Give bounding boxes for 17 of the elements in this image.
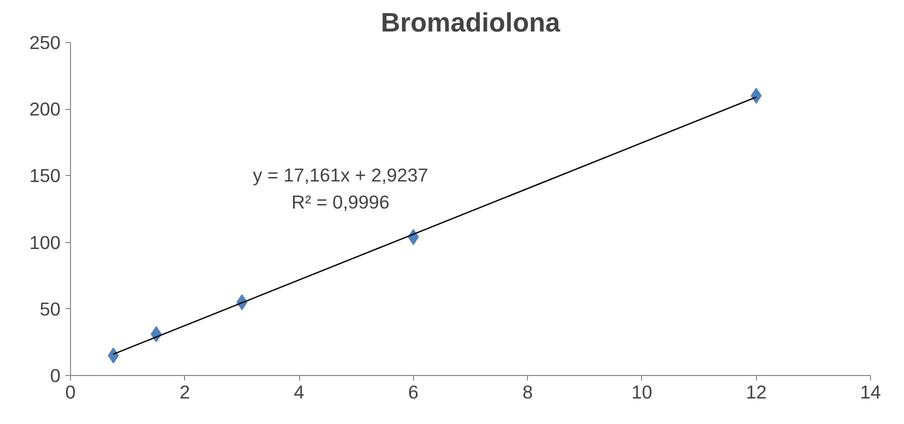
- annotation: y = 17,161x + 2,9237: [252, 164, 428, 186]
- x-tick-label: 12: [746, 382, 767, 402]
- x-tick-label: 8: [522, 382, 533, 402]
- x-tick-label: 0: [65, 382, 76, 402]
- x-tick-label: 14: [860, 382, 881, 402]
- y-tick-label: 150: [29, 165, 61, 186]
- annotation: R² = 0,9996: [291, 192, 390, 212]
- y-tick-label: 50: [40, 298, 61, 320]
- x-tick-label: 10: [632, 382, 652, 402]
- y-tick-label: 200: [29, 98, 61, 120]
- y-tick-label: 0: [50, 365, 61, 386]
- x-tick-label: 4: [294, 382, 304, 402]
- chart-title: Bromadiolona: [380, 8, 560, 38]
- y-tick-label: 100: [29, 232, 61, 253]
- y-tick-label: 250: [29, 32, 61, 53]
- x-tick-label: 2: [180, 382, 190, 402]
- x-tick-label: 6: [408, 382, 419, 402]
